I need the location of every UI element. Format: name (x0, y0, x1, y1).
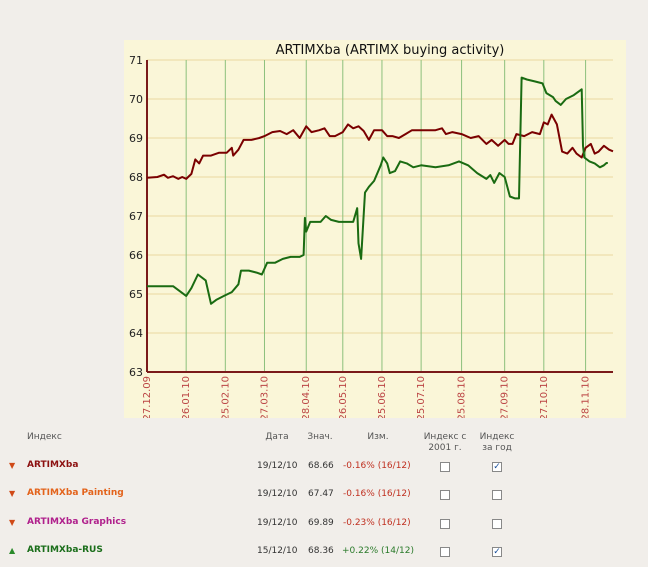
y-tick-label: 63 (129, 366, 143, 379)
x-tick-label: 25.08.10 (457, 376, 468, 418)
index-name-link[interactable]: ARTIMXba-RUS (27, 545, 103, 555)
header-index: Индекс (27, 432, 62, 442)
x-tick-label: 28.04.10 (301, 376, 312, 418)
index-name-link[interactable]: ARTIMXba Graphics (27, 517, 127, 527)
x-tick-label: 26.01.10 (181, 376, 192, 418)
index-date: 19/12/10 (257, 489, 298, 499)
x-tick-label: 25.06.10 (377, 376, 388, 418)
chart-title: ARTIMXba (ARTIMX buying activity) (276, 43, 505, 58)
index-date: 15/12/10 (257, 546, 298, 556)
index-change: -0.16% (16/12) (343, 461, 411, 471)
header-year: Индекс за год (479, 432, 515, 453)
x-tick-label: 27.09.10 (500, 376, 511, 418)
y-tick-label: 71 (129, 54, 143, 67)
index-row: ▼ ARTIMXba 19/12/10 68.66 -0.16% (16/12)… (0, 459, 648, 479)
year-checkbox[interactable] (492, 490, 502, 500)
index-name-link[interactable]: ARTIMXba (27, 460, 79, 470)
x-tick-label: 26.05.10 (338, 376, 349, 418)
y-tick-label: 64 (129, 327, 143, 340)
header-date: Дата (265, 432, 289, 442)
year-checkbox[interactable] (492, 519, 502, 529)
since-2001-checkbox[interactable] (440, 519, 450, 529)
x-tick-label: 27.10.10 (539, 376, 550, 418)
index-row: ▲ ARTIMXba-RUS 15/12/10 68.36 +0.22% (14… (0, 544, 648, 564)
x-tick-label: 27.03.10 (259, 376, 270, 418)
trend-arrow-icon: ▼ (9, 489, 16, 498)
index-name-link[interactable]: ARTIMXba Painting (27, 488, 124, 498)
series-line-artimxba-rus (147, 76, 608, 305)
y-tick-label: 65 (129, 288, 143, 301)
line-chart: 63 64 65 66 67 68 69 70 71 27.12.09 26.01.10 25.02.… (129, 43, 614, 418)
header-value: Знач. (307, 432, 333, 442)
header-change: Изм. (367, 432, 389, 442)
trend-arrow-icon: ▼ (9, 518, 16, 527)
since-2001-checkbox[interactable] (440, 547, 450, 557)
index-value: 67.47 (308, 489, 334, 499)
trend-arrow-icon: ▲ (9, 546, 16, 555)
index-value: 69.89 (308, 518, 334, 528)
x-tick-label: 28.11.10 (581, 376, 592, 418)
index-change: +0.22% (14/12) (342, 546, 414, 556)
x-tick-label: 27.12.09 (142, 376, 153, 418)
index-row: ▼ ARTIMXba Graphics 19/12/10 69.89 -0.23… (0, 516, 648, 536)
index-value: 68.66 (308, 461, 334, 471)
index-row: ▼ ARTIMXba Painting 19/12/10 67.47 -0.16… (0, 487, 648, 507)
series-line-artimxba (146, 113, 614, 180)
year-checkbox[interactable]: ✓ (492, 462, 502, 472)
y-tick-label: 66 (129, 249, 143, 262)
year-checkbox[interactable]: ✓ (492, 547, 502, 557)
index-date: 19/12/10 (257, 461, 298, 471)
chart-panel: 63 64 65 66 67 68 69 70 71 27.12.09 26.01.10 25.02.… (124, 40, 626, 418)
x-tick-label: 25.07.10 (416, 376, 427, 418)
y-tick-label: 69 (129, 132, 143, 145)
trend-arrow-icon: ▼ (9, 461, 16, 470)
since-2001-checkbox[interactable] (440, 462, 450, 472)
x-tick-label: 25.02.10 (220, 376, 231, 418)
y-tick-label: 70 (129, 93, 143, 106)
y-tick-label: 68 (129, 171, 143, 184)
index-date: 19/12/10 (257, 518, 298, 528)
header-since-2001: Индекс с 2001 г. (423, 432, 467, 453)
index-change: -0.16% (16/12) (343, 489, 411, 499)
y-tick-label: 67 (129, 210, 143, 223)
index-value: 68.36 (308, 546, 334, 556)
since-2001-checkbox[interactable] (440, 490, 450, 500)
index-change: -0.23% (16/12) (343, 518, 411, 528)
